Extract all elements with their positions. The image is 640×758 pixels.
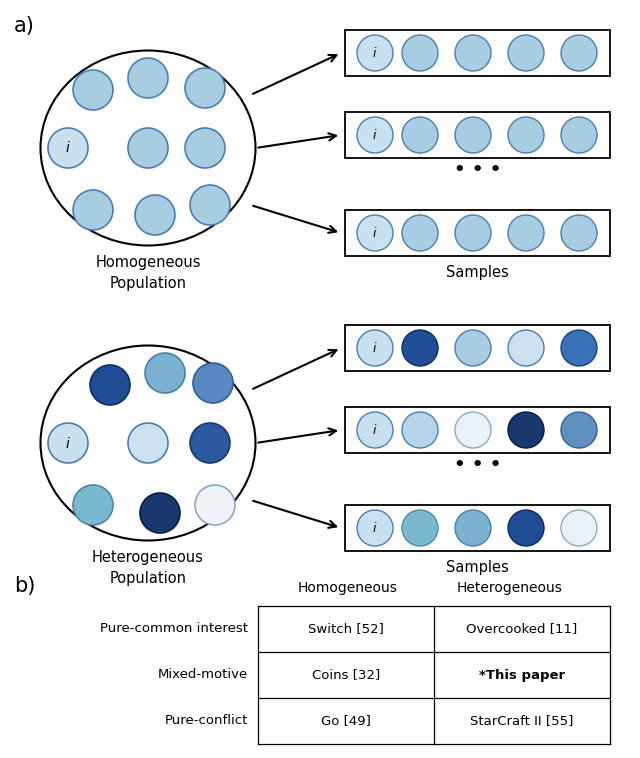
Circle shape	[402, 510, 438, 546]
Text: $i$: $i$	[372, 226, 378, 240]
Text: • • •: • • •	[454, 456, 501, 474]
Circle shape	[561, 330, 597, 366]
Circle shape	[185, 68, 225, 108]
Text: *This paper: *This paper	[479, 669, 565, 681]
Text: Pure-common interest: Pure-common interest	[100, 622, 248, 635]
Text: Pure-conflict: Pure-conflict	[164, 715, 248, 728]
Ellipse shape	[40, 51, 255, 246]
Circle shape	[561, 412, 597, 448]
FancyBboxPatch shape	[345, 30, 610, 76]
Circle shape	[128, 128, 168, 168]
Text: $i$: $i$	[372, 128, 378, 142]
Circle shape	[195, 485, 235, 525]
Circle shape	[455, 35, 491, 71]
Circle shape	[455, 412, 491, 448]
Text: Heterogeneous
Population: Heterogeneous Population	[92, 550, 204, 586]
Circle shape	[508, 330, 544, 366]
FancyBboxPatch shape	[345, 210, 610, 256]
Circle shape	[508, 35, 544, 71]
Text: • • •: • • •	[454, 161, 501, 179]
Circle shape	[357, 510, 393, 546]
Circle shape	[145, 353, 185, 393]
Text: b): b)	[14, 576, 35, 596]
Circle shape	[135, 195, 175, 235]
Circle shape	[561, 117, 597, 153]
Circle shape	[73, 485, 113, 525]
Circle shape	[455, 215, 491, 251]
Ellipse shape	[40, 346, 255, 540]
Circle shape	[402, 117, 438, 153]
Circle shape	[73, 190, 113, 230]
Text: Overcooked [11]: Overcooked [11]	[467, 622, 578, 635]
Circle shape	[48, 423, 88, 463]
FancyBboxPatch shape	[345, 112, 610, 158]
FancyBboxPatch shape	[345, 505, 610, 551]
Circle shape	[128, 58, 168, 98]
Circle shape	[73, 70, 113, 110]
Circle shape	[357, 412, 393, 448]
Circle shape	[185, 128, 225, 168]
Circle shape	[193, 363, 233, 403]
Circle shape	[402, 330, 438, 366]
FancyBboxPatch shape	[345, 407, 610, 453]
Circle shape	[357, 215, 393, 251]
Circle shape	[508, 117, 544, 153]
Circle shape	[190, 423, 230, 463]
Text: $i$: $i$	[372, 521, 378, 535]
Circle shape	[402, 412, 438, 448]
Text: $i$: $i$	[372, 423, 378, 437]
Text: $i$: $i$	[372, 341, 378, 355]
Text: Samples: Samples	[446, 560, 509, 575]
Circle shape	[455, 117, 491, 153]
Text: Mixed-motive: Mixed-motive	[157, 669, 248, 681]
Circle shape	[508, 215, 544, 251]
Circle shape	[402, 35, 438, 71]
Circle shape	[455, 510, 491, 546]
Text: Samples: Samples	[446, 265, 509, 280]
Text: $i$: $i$	[65, 140, 71, 155]
Circle shape	[140, 493, 180, 533]
Text: $i$: $i$	[372, 46, 378, 60]
Circle shape	[402, 215, 438, 251]
Text: Heterogeneous: Heterogeneous	[457, 581, 563, 595]
FancyBboxPatch shape	[345, 325, 610, 371]
Text: Go [49]: Go [49]	[321, 715, 371, 728]
Circle shape	[357, 35, 393, 71]
Text: $i$: $i$	[65, 436, 71, 450]
Circle shape	[190, 185, 230, 225]
Text: a): a)	[14, 16, 35, 36]
Text: Switch [52]: Switch [52]	[308, 622, 384, 635]
Circle shape	[561, 215, 597, 251]
Circle shape	[508, 510, 544, 546]
Circle shape	[561, 510, 597, 546]
Circle shape	[561, 35, 597, 71]
Circle shape	[90, 365, 130, 405]
Circle shape	[455, 330, 491, 366]
Circle shape	[357, 117, 393, 153]
Circle shape	[48, 128, 88, 168]
Text: Homogeneous
Population: Homogeneous Population	[95, 255, 201, 291]
Text: Homogeneous: Homogeneous	[298, 581, 398, 595]
Circle shape	[508, 412, 544, 448]
Text: StarCraft II [55]: StarCraft II [55]	[470, 715, 573, 728]
Circle shape	[128, 423, 168, 463]
Text: Coins [32]: Coins [32]	[312, 669, 380, 681]
Circle shape	[357, 330, 393, 366]
